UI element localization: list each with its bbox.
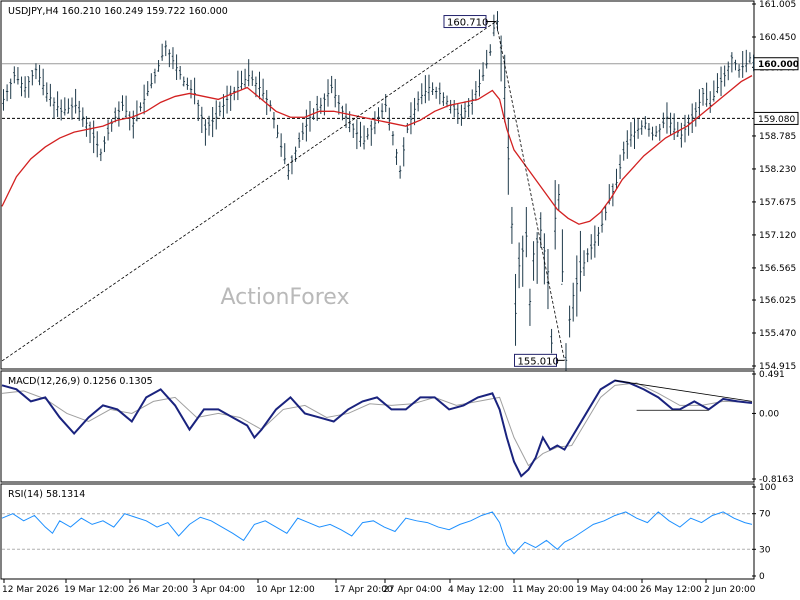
x-tick-label: 12 Mar 2026	[2, 585, 59, 595]
x-tick-label: 27 Apr 04:00	[383, 585, 442, 595]
macd-resistance-trendline	[614, 380, 753, 402]
rsi-y-axis: 100 70 30 0	[2, 483, 776, 582]
price-y-tick-label: 157.675	[759, 198, 796, 208]
x-tick-label: 2 Jun 20:00	[704, 585, 756, 595]
price-y-tick-label: 156.025	[759, 296, 796, 306]
x-tick-label: 4 May 12:00	[448, 585, 504, 595]
rsi-y-tick-label: 100	[759, 483, 776, 493]
rsi-y-tick-label: 70	[759, 510, 771, 520]
macd-y-tick-label: -0.8163	[759, 475, 794, 485]
price-panel: USDJPY,H4 160.210 160.249 159.722 160.00…	[0, 0, 799, 389]
moving-average-line	[1, 75, 753, 225]
macd-signal-line	[1, 382, 753, 467]
price-candles	[2, 11, 755, 389]
price-y-tick-label: 155.470	[759, 329, 796, 339]
rsi-y-tick-label: 30	[759, 545, 771, 555]
price-annotations: 160.710 155.010	[1, 15, 565, 367]
rsi-line	[1, 511, 753, 555]
macd-title: MACD(12,26,9) 0.1256 0.1305	[8, 376, 153, 387]
price-panel-frame	[0, 0, 755, 370]
rsi-y-tick-label: 0	[759, 572, 765, 582]
price-y-axis: 161.005160.450159.940159.080158.785158.2…	[752, 0, 796, 372]
price-y-tick-label: 157.120	[759, 231, 796, 241]
x-tick-label: 19 May 04:00	[576, 585, 638, 595]
rsi-title: RSI(14) 58.1314	[8, 489, 85, 500]
x-tick-label: 10 Apr 12:00	[256, 585, 315, 595]
macd-lines	[1, 379, 753, 478]
x-tick-label: 11 May 20:00	[512, 585, 574, 595]
swing-line	[495, 21, 565, 361]
support-label: 159.080	[758, 115, 795, 125]
rsi-panel-frame	[0, 483, 755, 580]
price-gridlines: 160.000 159.080	[2, 57, 799, 125]
swing-high-label: 160.710	[447, 18, 488, 29]
x-tick-label: 26 May 12:00	[640, 585, 702, 595]
macd-y-tick-label: 0.491	[759, 370, 785, 380]
x-tick-label: 3 Apr 04:00	[192, 585, 245, 595]
price-y-tick-label: 154.915	[759, 362, 796, 372]
time-axis: 12 Mar 2026 19 Mar 12:00 26 Mar 20:00 3 Apr…	[2, 579, 756, 595]
price-y-tick-label: 158.230	[759, 165, 796, 175]
macd-y-tick-label: 0.00	[759, 409, 779, 419]
macd-panel: MACD(12,26,9) 0.1256 0.1305 0.491 0.00 -0.…	[0, 370, 794, 485]
price-title: USDJPY,H4 160.210 160.249 159.722 160.00…	[8, 6, 228, 17]
x-tick-label: 19 Mar 12:00	[64, 585, 124, 595]
rsi-lines	[1, 511, 753, 555]
current-price-label: 160.000	[758, 60, 799, 70]
support-badge	[753, 111, 799, 125]
macd-y-axis: 0.491 0.00 -0.8163	[752, 370, 794, 485]
x-tick-label: 26 Mar 20:00	[128, 585, 188, 595]
price-y-tick-label: 158.785	[759, 132, 796, 142]
price-y-tick-label: 160.450	[759, 33, 796, 43]
swing-low-label: 155.010	[518, 356, 559, 367]
price-moving-average	[1, 75, 753, 225]
x-tick-label: 17 Apr 20:00	[334, 585, 393, 595]
price-y-tick-label: 161.005	[759, 0, 796, 10]
rsi-panel: RSI(14) 58.1314 100 70 30 0	[0, 483, 776, 582]
price-y-tick-label: 156.565	[759, 264, 796, 274]
watermark: ActionForex	[221, 285, 350, 310]
macd-panel-frame	[0, 370, 755, 483]
